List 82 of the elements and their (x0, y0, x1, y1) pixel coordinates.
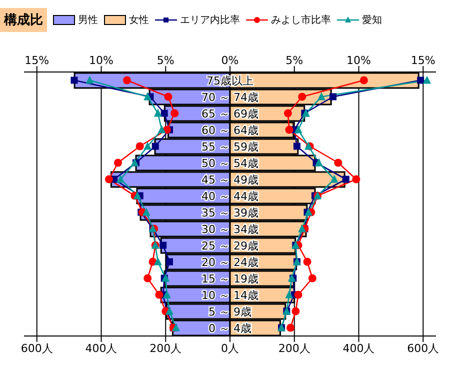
point (86, 76, 94, 84)
x-tick-label: 600人 (407, 342, 440, 355)
y-tick-label: 5 ～ 9歳 (208, 306, 252, 318)
point (172, 323, 180, 332)
y-tick-label: 55 ～ 59歳 (202, 140, 258, 154)
point (303, 258, 312, 266)
point (308, 274, 316, 282)
y-tick-label: 20 ～ 24歳 (202, 256, 258, 269)
point (144, 92, 152, 100)
point (166, 258, 173, 266)
point (116, 174, 125, 183)
point (144, 274, 152, 282)
point (352, 175, 360, 184)
point (158, 125, 166, 134)
y-tick-label: 15 ～ 19歳 (202, 272, 258, 286)
point (170, 109, 179, 118)
legend-label: 男性 (78, 14, 98, 27)
point (422, 76, 431, 84)
point (114, 158, 122, 167)
x2-tick-label: 10% (89, 54, 114, 67)
point (144, 142, 152, 150)
x-tick-label: 600人 (20, 342, 53, 355)
y-tick-label: 65 ～ 69歳 (202, 108, 258, 120)
point (286, 324, 295, 332)
y-tick-label: 40 ～ 44歳 (202, 190, 258, 203)
point (104, 175, 113, 184)
y-tick-label: 45 ～ 49歳 (202, 174, 258, 186)
point (165, 306, 174, 315)
point (160, 242, 167, 249)
y-tick-label: 70 ～ 74歳 (202, 91, 258, 104)
y-tick-label: 35 ～ 39歳 (202, 206, 258, 220)
x2-tick-label: 15% (410, 54, 436, 67)
legend-label: 愛知 (362, 14, 382, 27)
y-tick-label: 50 ～ 54歳 (202, 157, 258, 170)
point (155, 290, 164, 299)
point (314, 158, 323, 166)
x-tick-label: 200人 (278, 342, 310, 355)
point (417, 76, 424, 84)
y-tick-label: 0 ～ 4歳 (208, 322, 252, 335)
point (330, 93, 336, 100)
x2-tick-label: 5% (286, 54, 304, 67)
point (164, 92, 172, 101)
point (294, 290, 302, 299)
point (330, 174, 338, 183)
point (293, 142, 300, 150)
y-tick-label: 30 ～ 34歳 (202, 223, 258, 236)
x-tick-label: 400人 (342, 342, 375, 355)
x-tick-label: 0人 (221, 342, 239, 355)
point (160, 110, 168, 117)
point (123, 76, 131, 84)
point (292, 307, 300, 316)
chart-title: 構成比 (0, 8, 47, 32)
point (284, 109, 292, 118)
x-tick-label: 200人 (150, 342, 182, 355)
legend-label: エリア内比率 (180, 14, 240, 27)
point (142, 208, 150, 216)
point (334, 158, 342, 167)
point (298, 92, 306, 101)
point (70, 76, 78, 84)
x2-tick-label: 5% (156, 54, 174, 67)
point (285, 290, 294, 298)
legend-label: 女性 (129, 14, 149, 27)
point (298, 224, 306, 232)
point (133, 191, 142, 200)
x2-tick-label: 0% (221, 54, 239, 67)
point (162, 290, 171, 298)
y-tick-label: 10 ～ 14歳 (202, 289, 258, 302)
y-tick-label: 25 ～ 29歳 (202, 240, 258, 252)
point (294, 125, 302, 134)
point (136, 142, 144, 150)
point (154, 257, 162, 266)
point (152, 142, 159, 150)
x-tick-label: 400人 (85, 342, 118, 355)
point (360, 76, 368, 84)
y-tick-label: 60 ～ 64歳 (202, 124, 258, 137)
x2-tick-label: 15% (24, 54, 50, 67)
x2-tick-label: 10% (346, 54, 371, 67)
point (317, 92, 326, 100)
legend-label: みよし市比率 (271, 14, 331, 27)
point (154, 108, 162, 117)
point (285, 126, 294, 134)
point (342, 176, 350, 183)
